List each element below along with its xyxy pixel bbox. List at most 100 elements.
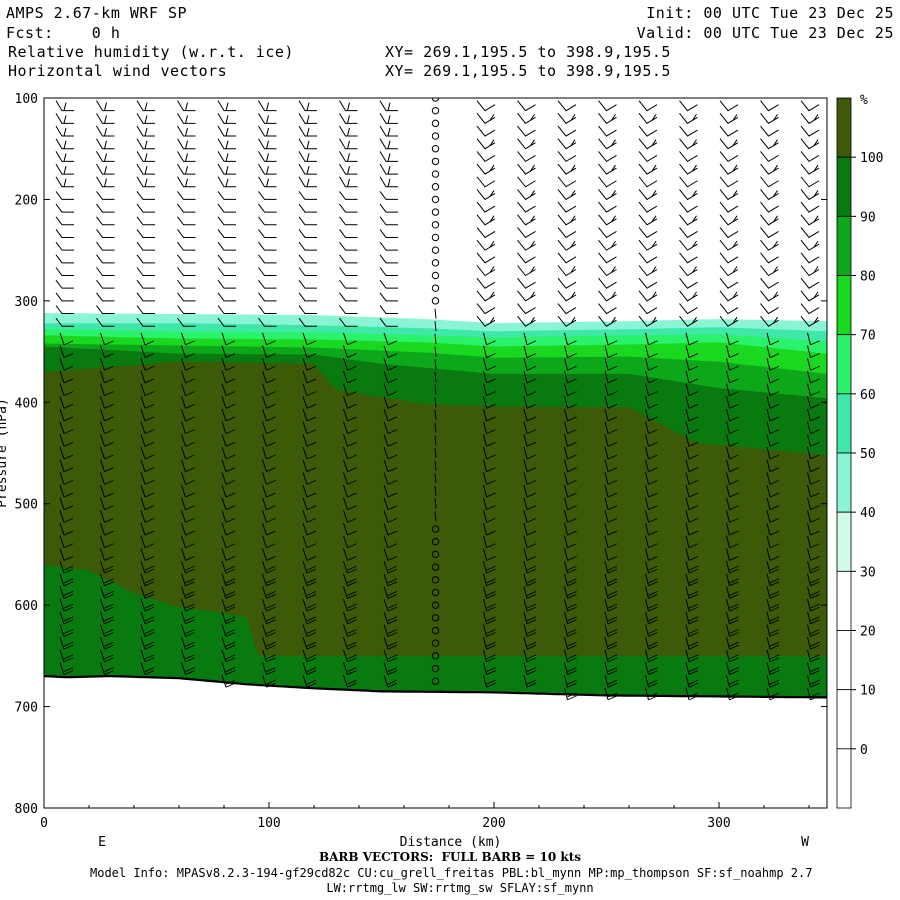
wind-barb bbox=[604, 573, 618, 587]
wind-barb bbox=[604, 345, 618, 358]
wind-barb bbox=[339, 151, 358, 162]
wind-barb bbox=[679, 189, 698, 201]
wind-barb bbox=[766, 599, 780, 612]
wind-barb bbox=[523, 421, 537, 435]
wind-barb bbox=[679, 265, 698, 277]
wind-barb bbox=[181, 446, 195, 460]
wind-barb bbox=[383, 472, 398, 485]
wind-barb bbox=[564, 472, 577, 485]
wind-barb bbox=[726, 611, 739, 625]
wind-barb bbox=[483, 446, 496, 460]
wind-barb bbox=[604, 624, 618, 637]
wind-barb bbox=[100, 662, 114, 675]
wind-barb bbox=[302, 396, 317, 409]
wind-barb bbox=[379, 317, 398, 327]
wind-barb bbox=[343, 662, 357, 675]
wind-barb-column bbox=[638, 98, 658, 701]
wind-barb bbox=[760, 303, 779, 315]
wind-barb bbox=[140, 408, 155, 422]
wind-barb bbox=[136, 216, 155, 226]
wind-barb bbox=[221, 611, 236, 625]
wind-barb bbox=[476, 113, 496, 125]
wind-barb bbox=[719, 151, 739, 163]
wind-barb-column bbox=[719, 98, 739, 701]
wind-barb bbox=[177, 216, 196, 226]
wind-barb-column bbox=[298, 98, 317, 688]
wind-barb bbox=[685, 586, 699, 599]
calm-wind-circle bbox=[431, 208, 440, 216]
wind-barb bbox=[685, 383, 699, 397]
wind-barb bbox=[217, 191, 236, 200]
wind-barb bbox=[262, 675, 276, 688]
wind-barb bbox=[645, 396, 658, 409]
colorbar-box bbox=[836, 393, 852, 454]
wind-barb bbox=[564, 421, 577, 435]
wind-barb bbox=[523, 510, 537, 523]
wind-barb bbox=[685, 611, 699, 625]
wind-barb bbox=[181, 598, 195, 612]
calm-wind-circle bbox=[431, 538, 440, 546]
wind-barb bbox=[339, 176, 358, 188]
wind-barb bbox=[136, 229, 155, 238]
wind-barb bbox=[604, 332, 618, 346]
colorbar-box bbox=[836, 215, 852, 276]
wind-barb bbox=[483, 560, 496, 574]
wind-barb bbox=[685, 510, 699, 523]
wind-barb bbox=[298, 176, 317, 188]
wind-barb bbox=[100, 510, 114, 523]
wind-barb bbox=[727, 98, 729, 99]
wind-barb bbox=[258, 279, 277, 289]
colorbar-box bbox=[836, 97, 852, 158]
wind-barb bbox=[523, 484, 537, 498]
wind-barb bbox=[598, 239, 617, 251]
wind-barb bbox=[476, 227, 496, 239]
wind-barb bbox=[96, 203, 115, 213]
plot-border bbox=[43, 97, 828, 809]
wind-barb bbox=[476, 252, 496, 264]
wind-barb bbox=[140, 345, 155, 358]
wind-barb bbox=[766, 358, 780, 371]
wind-barb bbox=[96, 254, 115, 264]
wind-barb bbox=[262, 624, 276, 637]
wind-barb bbox=[258, 125, 277, 137]
calm-wind-circle bbox=[431, 601, 440, 609]
wind-barb bbox=[760, 214, 779, 226]
wind-barb bbox=[483, 649, 496, 663]
wind-barb bbox=[557, 265, 577, 277]
wind-barb bbox=[800, 239, 820, 251]
wind-barb bbox=[483, 434, 496, 447]
wind-barb bbox=[302, 484, 317, 498]
wind-barb bbox=[181, 535, 195, 549]
wind-barb bbox=[258, 100, 277, 112]
wind-barb bbox=[59, 573, 74, 587]
wind-barb bbox=[523, 586, 537, 599]
colorbar-box bbox=[836, 570, 852, 631]
wind-barb bbox=[96, 176, 115, 188]
wind-barb bbox=[217, 241, 236, 251]
wind-barb bbox=[645, 560, 658, 574]
wind-barb bbox=[217, 138, 236, 150]
wind-barb bbox=[100, 598, 114, 612]
colorbar-box bbox=[836, 511, 852, 572]
wind-barb bbox=[221, 586, 236, 599]
plot-frame bbox=[43, 97, 828, 809]
wind-barb bbox=[383, 345, 398, 358]
wind-barb bbox=[55, 229, 74, 238]
calm-wind-circle bbox=[431, 614, 440, 622]
wind-barb bbox=[100, 586, 114, 599]
wind-barb bbox=[100, 611, 114, 625]
wind-barb bbox=[379, 151, 398, 162]
wind-barb bbox=[523, 396, 537, 409]
wind-barb bbox=[685, 675, 699, 688]
wind-barb bbox=[476, 176, 496, 188]
wind-barb bbox=[383, 675, 398, 688]
wind-barb bbox=[140, 484, 155, 498]
wind-barb bbox=[217, 279, 236, 289]
wind-barb bbox=[604, 560, 618, 574]
wind-barb bbox=[343, 484, 357, 498]
wind-barb bbox=[55, 305, 74, 315]
wind-barb bbox=[262, 396, 276, 409]
wind-barb bbox=[685, 370, 699, 384]
wind-barb bbox=[564, 459, 577, 473]
wind-barb bbox=[476, 265, 496, 277]
